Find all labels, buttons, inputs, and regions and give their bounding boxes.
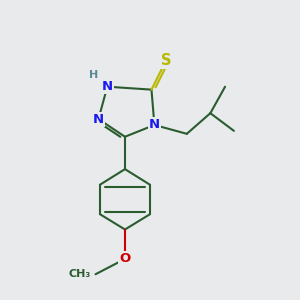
Text: S: S bbox=[161, 53, 171, 68]
Text: N: N bbox=[149, 118, 160, 131]
Text: CH₃: CH₃ bbox=[69, 269, 91, 279]
Text: N: N bbox=[93, 112, 104, 126]
Text: O: O bbox=[119, 252, 130, 266]
Text: H: H bbox=[89, 70, 99, 80]
Text: N: N bbox=[102, 80, 113, 93]
